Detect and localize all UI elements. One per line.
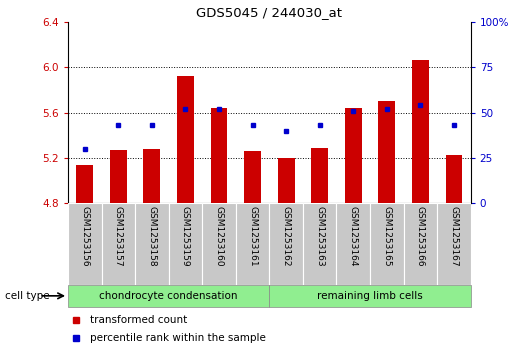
Text: transformed count: transformed count	[90, 315, 187, 325]
Bar	[345, 108, 361, 203]
Bar	[278, 158, 294, 203]
Bar	[101, 203, 135, 285]
Bar	[110, 150, 127, 203]
Text: GSM1253157: GSM1253157	[114, 206, 123, 266]
Bar	[269, 285, 471, 307]
Text: GSM1253166: GSM1253166	[416, 206, 425, 266]
Bar	[236, 203, 269, 285]
Text: remaining limb cells: remaining limb cells	[317, 291, 423, 301]
Text: GSM1253167: GSM1253167	[449, 206, 459, 266]
Bar	[202, 203, 236, 285]
Title: GDS5045 / 244030_at: GDS5045 / 244030_at	[196, 6, 343, 19]
Bar	[370, 203, 404, 285]
Bar	[303, 203, 336, 285]
Text: GSM1253161: GSM1253161	[248, 206, 257, 266]
Text: percentile rank within the sample: percentile rank within the sample	[90, 334, 266, 343]
Bar	[177, 76, 194, 203]
Bar	[336, 203, 370, 285]
Text: chondrocyte condensation: chondrocyte condensation	[99, 291, 238, 301]
Text: GSM1253160: GSM1253160	[214, 206, 223, 266]
Text: GSM1253156: GSM1253156	[80, 206, 89, 266]
Text: GSM1253164: GSM1253164	[349, 206, 358, 266]
Text: cell type: cell type	[5, 291, 50, 301]
Text: GSM1253162: GSM1253162	[281, 206, 291, 266]
Bar	[168, 203, 202, 285]
Bar	[135, 203, 168, 285]
Bar	[404, 203, 437, 285]
Bar	[269, 203, 303, 285]
Bar	[143, 149, 160, 203]
Bar	[211, 108, 228, 203]
Bar	[437, 203, 471, 285]
Text: GSM1253159: GSM1253159	[181, 206, 190, 266]
Bar	[379, 101, 395, 203]
Bar	[311, 148, 328, 203]
Bar	[76, 165, 93, 203]
Text: GSM1253158: GSM1253158	[147, 206, 156, 266]
Bar	[68, 285, 269, 307]
Text: GSM1253165: GSM1253165	[382, 206, 391, 266]
Bar	[446, 155, 462, 203]
Text: GSM1253163: GSM1253163	[315, 206, 324, 266]
Bar	[412, 60, 429, 203]
Bar	[244, 151, 261, 203]
Bar	[68, 203, 101, 285]
